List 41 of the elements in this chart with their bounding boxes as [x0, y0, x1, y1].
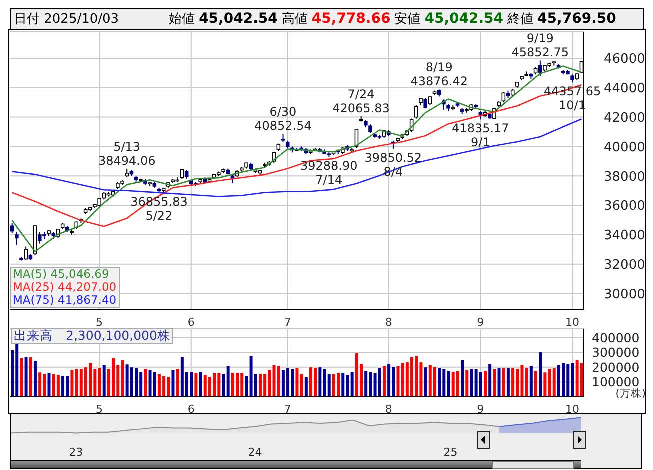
x-tick-label: 10 [566, 402, 580, 416]
y-tick-label: 200000 [592, 360, 640, 375]
chart-title: 出来高 2,300,100,000株 [11, 328, 174, 344]
y-tick-label: 300000 [592, 345, 640, 360]
x-tick-label: 9 [477, 402, 484, 416]
x-tick-label: 25 [444, 446, 458, 459]
text: MA(5) 45,046.69 [13, 267, 110, 281]
x-tick-label: 24 [248, 446, 262, 459]
x-tick-label: 10 [566, 316, 580, 329]
x-tick-label: 8 [385, 316, 392, 329]
y-tick-label: 46000 [604, 52, 646, 68]
x-tick-label: 5 [96, 316, 104, 329]
x-tick-label: 6 [188, 316, 195, 329]
y-tick-label: 36000 [604, 199, 646, 214]
y-tick-label: 42000 [604, 110, 646, 126]
chart-title: 日付 2025/10/03 [14, 12, 120, 27]
y-tick-label: 30000 [604, 287, 646, 302]
y-tick-label: 40000 [604, 140, 646, 156]
annotation: 5/13 38494.06 [98, 140, 156, 168]
x-tick-label: 8 [385, 402, 392, 416]
annotation: 9/19 45852.75 [512, 32, 570, 60]
y-tick-label: 38000 [604, 170, 646, 185]
annotation: 8/19 43876.42 [410, 60, 468, 89]
text: MA(25) 44,207.00 [13, 280, 117, 294]
y-tick-label: 32000 [604, 258, 646, 274]
x-tick-label: 7 [284, 402, 292, 416]
x-tick-label: 23 [69, 446, 84, 459]
annotation: 41835.17 9/1 [452, 122, 510, 150]
x-tick-label: 5 [96, 402, 104, 416]
y-tick-label: 44000 [604, 82, 646, 97]
y-tick-label: 34000 [604, 228, 646, 244]
y-axis-title: (万株) [616, 387, 646, 400]
x-tick-label: 6 [188, 402, 195, 416]
annotation: 6/30 40852.54 [254, 105, 312, 134]
x-tick-label: 7 [284, 316, 292, 329]
annotation: 7/24 42065.83 [332, 87, 390, 116]
x-tick-label: 9 [477, 316, 484, 329]
chart-subtitle: 始値 45,042.54 高値 45,778.66 安値 45,042.54 終値 45,769.50 [169, 11, 616, 27]
text: MA(75) 41,867.40 [13, 293, 117, 307]
y-tick-label: 400000 [592, 330, 640, 346]
annotation: 39288.90 7/14 [300, 159, 358, 188]
